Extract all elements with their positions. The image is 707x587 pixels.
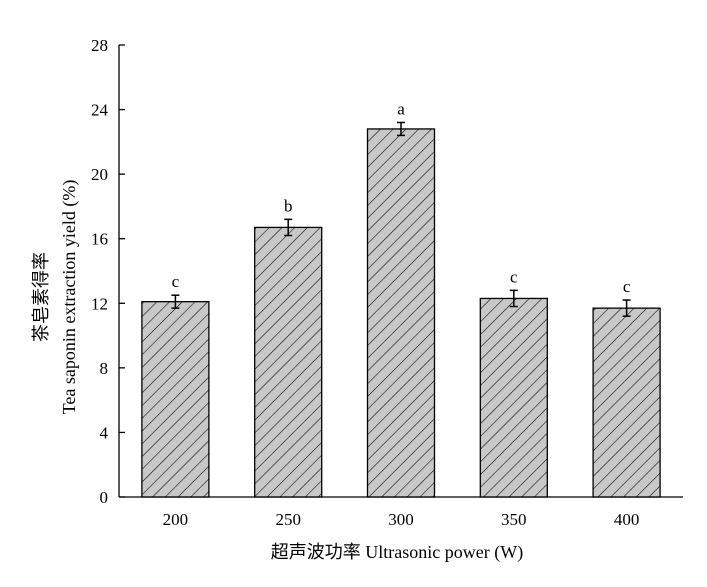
y-tick-label: 0 — [100, 488, 109, 507]
x-tick-label: 200 — [163, 510, 189, 529]
x-tick-label: 250 — [275, 510, 301, 529]
y-tick-label: 24 — [91, 101, 109, 120]
bar-300 — [366, 128, 436, 498]
y-tick-label: 8 — [100, 359, 109, 378]
bar-350 — [479, 297, 548, 498]
significance-label: c — [510, 267, 518, 286]
y-axis-title-cn: 茶皂素得率 — [31, 252, 51, 342]
bar-250 — [254, 226, 323, 498]
y-tick-label: 16 — [91, 230, 108, 249]
significance-label: b — [284, 196, 293, 215]
significance-label: c — [172, 272, 180, 291]
bars — [141, 121, 661, 498]
y-tick-label: 12 — [91, 294, 108, 313]
y-tick-label: 28 — [91, 36, 108, 55]
y-axis-title-en: Tea saponin extraction yield (%) — [59, 180, 80, 415]
y-tick-label: 4 — [100, 423, 109, 442]
y-tick-label: 20 — [91, 165, 108, 184]
x-tick-label: 350 — [501, 510, 527, 529]
labels: 0 4 8 12 16 20 24 28 c 200 b 250 a 300 c 350 c 400 超声波功率 U… — [31, 36, 639, 563]
significance-label: a — [397, 99, 405, 118]
x-tick-label: 400 — [614, 510, 640, 529]
bar-400 — [592, 307, 661, 498]
significance-label: c — [623, 277, 631, 296]
x-axis-title: 超声波功率 Ultrasonic power (W) — [271, 542, 523, 563]
bar-200 — [141, 301, 210, 498]
x-tick-label: 300 — [388, 510, 414, 529]
